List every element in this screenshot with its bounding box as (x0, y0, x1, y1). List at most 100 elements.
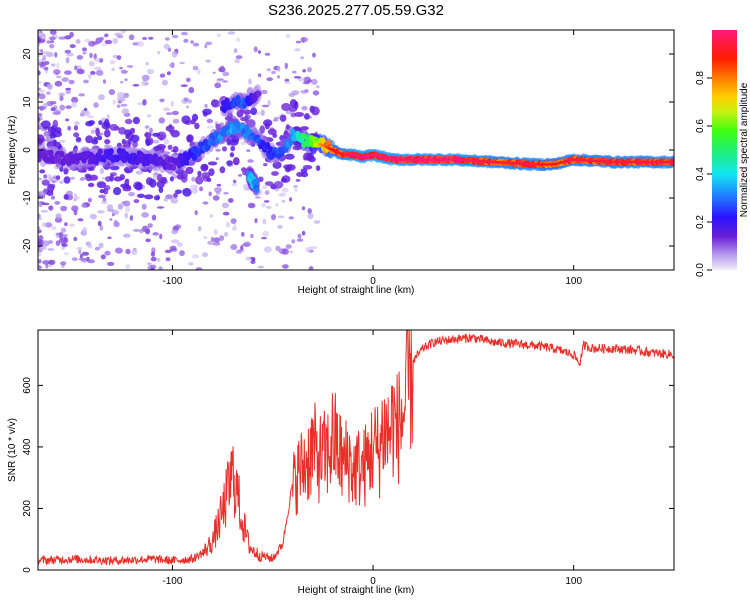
noise-speckle (231, 183, 238, 187)
noise-speckle (47, 248, 55, 251)
noise-speckle (38, 117, 41, 123)
noise-speckle (157, 51, 161, 55)
noise-speckle (281, 248, 289, 255)
noise-speckle (169, 62, 175, 68)
snr-panel: -100 0 100 0 200 400 600 Height of straight li… (7, 329, 675, 596)
noise-speckle (38, 62, 42, 65)
noise-blob (271, 171, 279, 176)
noise-speckle (159, 73, 166, 78)
noise-speckle (79, 254, 83, 259)
noise-speckle (38, 89, 46, 93)
noise-blob (109, 123, 119, 131)
noise-speckle (179, 61, 185, 65)
noise-blob (311, 106, 320, 116)
noise-speckle (58, 232, 64, 238)
noise-speckle (46, 40, 51, 44)
noise-speckle (89, 52, 93, 59)
noise-speckle (147, 262, 152, 266)
noise-speckle (194, 210, 198, 216)
noise-speckle (142, 225, 148, 232)
noise-speckle (38, 37, 41, 43)
snr-y-tick-label: 600 (22, 377, 33, 394)
noise-speckle (165, 257, 171, 262)
noise-speckle (67, 125, 72, 131)
ridge-point (283, 146, 289, 153)
noise-speckle (95, 37, 103, 44)
noise-speckle (165, 194, 174, 200)
noise-speckle (83, 79, 89, 84)
noise-speckle (48, 259, 56, 265)
noise-speckle (300, 90, 309, 94)
noise-speckle (119, 80, 124, 84)
noise-speckle (240, 245, 244, 251)
noise-blob (132, 116, 140, 125)
noise-speckle (284, 81, 291, 85)
spectrogram-y-tick-label: 10 (22, 96, 33, 108)
noise-blob (144, 194, 154, 200)
noise-speckle (302, 69, 307, 73)
noise-speckle (216, 33, 222, 37)
noise-speckle (300, 56, 305, 60)
noise-blob (267, 128, 277, 135)
noise-blob (145, 177, 154, 186)
secondary-ridge-point (256, 90, 262, 97)
noise-speckle (150, 251, 155, 257)
snr-y-tick-label: 200 (22, 500, 33, 517)
noise-speckle (51, 63, 56, 67)
noise-speckle (133, 199, 140, 204)
noise-speckle (93, 102, 99, 108)
snr-y-tick-label: 400 (22, 438, 33, 455)
noise-speckle (56, 75, 62, 79)
noise-speckle (38, 48, 41, 52)
noise-speckle (64, 49, 72, 54)
colorbar: 0.0 0.2 0.4 0.6 0.8 Normalized spectral ampl… (695, 30, 750, 277)
noise-blob (153, 195, 160, 201)
noise-speckle (107, 261, 115, 266)
noise-speckle (238, 174, 242, 177)
noise-speckle (111, 67, 115, 72)
noise-blob (96, 135, 103, 141)
colorbar-tick-label: 0.4 (695, 167, 706, 181)
noise-speckle (236, 37, 240, 42)
noise-speckle (233, 179, 237, 184)
ridge-point (115, 154, 121, 161)
noise-speckle (311, 78, 318, 85)
noise-blob (124, 118, 133, 125)
noise-blob (197, 170, 202, 177)
noise-speckle (144, 125, 150, 129)
ridge-point (288, 139, 294, 146)
noise-speckle (301, 206, 306, 211)
noise-speckle (171, 110, 179, 116)
noise-speckle (163, 138, 170, 145)
noise-speckle (87, 197, 92, 203)
noise-speckle (120, 103, 128, 107)
noise-speckle (281, 200, 286, 203)
noise-blob (236, 110, 244, 118)
noise-speckle (234, 58, 241, 64)
noise-blob (109, 174, 114, 182)
noise-speckle (44, 222, 53, 228)
noise-speckle (147, 223, 153, 228)
noise-blob (40, 120, 51, 129)
noise-speckle (212, 71, 216, 75)
noise-speckle (48, 205, 54, 211)
noise-speckle (73, 125, 79, 131)
spectrogram-y-tick-label: 20 (22, 48, 33, 60)
noise-speckle (69, 223, 75, 227)
noise-speckle (38, 191, 45, 196)
noise-speckle (257, 50, 261, 54)
noise-blob (123, 166, 134, 174)
noise-speckle (51, 226, 57, 230)
noise-speckle (195, 267, 203, 270)
noise-speckle (261, 203, 267, 208)
noise-blob (73, 132, 80, 138)
noise-blob (167, 144, 173, 150)
noise-speckle (260, 89, 268, 95)
noise-speckle (163, 43, 170, 50)
noise-speckle (125, 264, 131, 269)
noise-speckle (94, 66, 102, 71)
noise-speckle (267, 100, 271, 106)
noise-blob (219, 166, 226, 174)
noise-speckle (212, 195, 220, 201)
